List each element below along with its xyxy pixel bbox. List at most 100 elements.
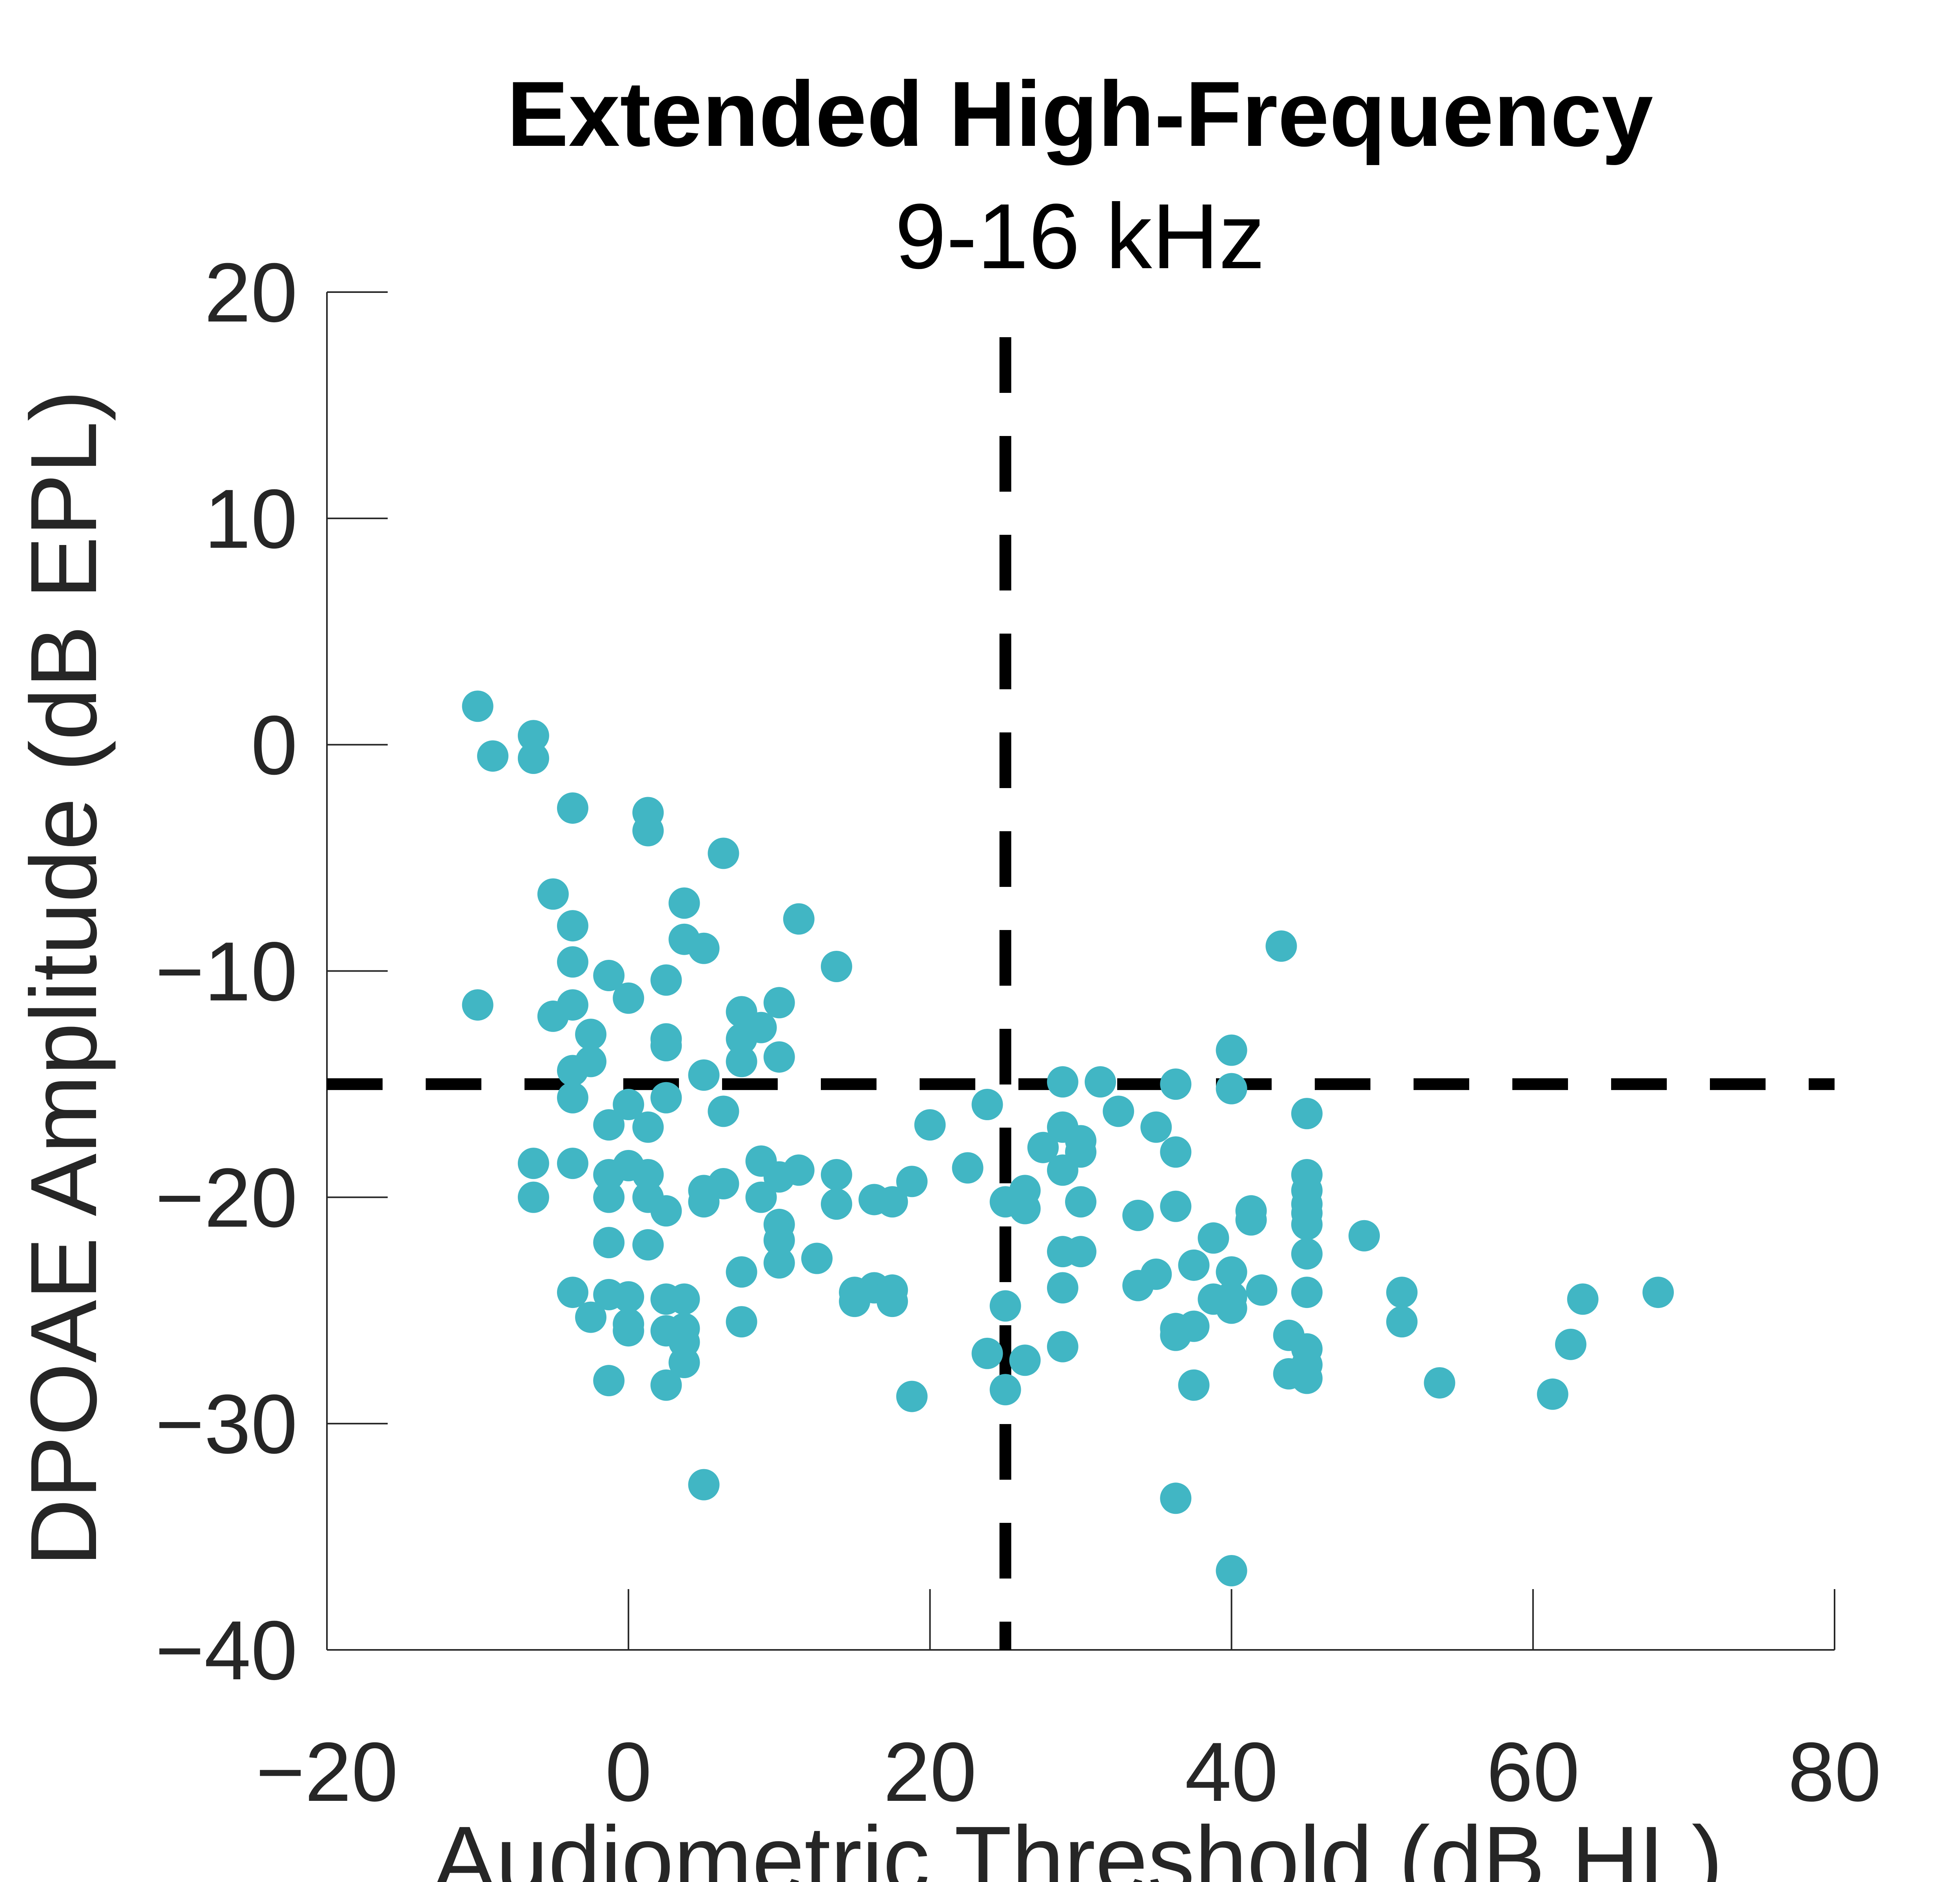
data-point [801, 1243, 833, 1274]
data-point [1178, 1249, 1210, 1281]
data-point [668, 887, 700, 919]
data-point [1084, 1066, 1116, 1098]
data-point [1065, 1236, 1096, 1268]
reference-lines [327, 337, 1835, 1650]
data-point [1065, 1186, 1096, 1218]
data-point [1047, 1331, 1078, 1362]
data-point [820, 1188, 852, 1220]
data-point [1009, 1193, 1041, 1224]
data-point [557, 910, 588, 942]
data-point [1122, 1199, 1154, 1231]
data-point [763, 987, 795, 1019]
data-point [557, 1055, 588, 1086]
x-tick-label: 0 [605, 1725, 652, 1819]
data-point [1198, 1222, 1229, 1254]
data-point [989, 1290, 1021, 1322]
data-point [688, 932, 720, 964]
data-point [1216, 1073, 1247, 1104]
y-tick-label: −20 [155, 1151, 298, 1245]
data-point [593, 960, 625, 992]
y-tick-label: 10 [204, 472, 298, 566]
data-point [557, 792, 588, 824]
data-point [763, 1247, 795, 1279]
data-points [462, 690, 1674, 1586]
data-point [989, 1374, 1021, 1406]
y-axis-label: DPOAE Amplitude (dB EPL) [11, 390, 116, 1566]
data-point [557, 1082, 588, 1114]
data-point [632, 1159, 664, 1190]
data-point [1160, 1136, 1192, 1168]
chart-title: Extended High-Frequency [507, 62, 1653, 166]
data-point [1348, 1220, 1380, 1252]
data-point [688, 1059, 720, 1091]
data-point [650, 1195, 682, 1227]
data-point [783, 903, 815, 935]
data-point [745, 1012, 777, 1043]
data-point [613, 1315, 644, 1347]
chart-subtitle: 9-16 kHz [895, 185, 1265, 288]
data-point [477, 740, 509, 772]
data-point [820, 1159, 852, 1190]
x-tick-label: 60 [1486, 1725, 1580, 1819]
data-point [1642, 1277, 1674, 1308]
data-point [1386, 1306, 1418, 1338]
data-point [1216, 1256, 1247, 1288]
data-point [1160, 1482, 1192, 1514]
data-point [593, 1227, 625, 1259]
data-point [763, 1041, 795, 1073]
y-tick-label: 20 [204, 246, 298, 340]
y-tick-label: 0 [251, 698, 298, 792]
data-point [971, 1089, 1003, 1121]
x-tick-label: 20 [883, 1725, 976, 1819]
data-point [557, 1148, 588, 1179]
x-axis-label: Audiometric Threshold (dB HL) [433, 1807, 1723, 1882]
data-point [575, 1301, 607, 1333]
data-point [668, 1346, 700, 1378]
data-point [1291, 1098, 1323, 1130]
data-point [1291, 1362, 1323, 1394]
data-point [557, 989, 588, 1021]
data-point [726, 1256, 757, 1288]
x-tick-label: −20 [256, 1725, 398, 1819]
data-point [593, 1109, 625, 1141]
data-point [726, 1306, 757, 1338]
data-point [1291, 1238, 1323, 1270]
data-point [1160, 1068, 1192, 1100]
data-point [1047, 1154, 1078, 1186]
data-point [517, 720, 549, 752]
data-point [1160, 1319, 1192, 1351]
data-point [650, 964, 682, 996]
data-point [877, 1286, 908, 1317]
data-point [1216, 1034, 1247, 1066]
data-point [877, 1186, 908, 1218]
data-point [593, 1181, 625, 1213]
data-point [593, 1365, 625, 1397]
data-point [613, 1089, 644, 1121]
data-point [1537, 1378, 1568, 1410]
data-point [708, 837, 739, 869]
data-point [783, 1154, 815, 1186]
data-point [820, 950, 852, 982]
data-point [632, 1111, 664, 1143]
data-point [632, 815, 664, 847]
data-point [1291, 1208, 1323, 1240]
data-point [1009, 1344, 1041, 1376]
data-point [462, 989, 494, 1021]
x-tick-label: 80 [1788, 1725, 1881, 1819]
data-point [1027, 1132, 1059, 1163]
data-point [726, 1046, 757, 1077]
data-point [708, 1168, 739, 1200]
data-point [557, 946, 588, 978]
data-point [688, 1469, 720, 1501]
data-point [650, 1082, 682, 1114]
data-point [613, 982, 644, 1014]
data-point [1160, 1190, 1192, 1222]
data-point [1424, 1367, 1455, 1399]
y-tick-label: −30 [155, 1377, 298, 1471]
data-point [1291, 1277, 1323, 1308]
data-point [537, 878, 569, 910]
data-point [650, 1369, 682, 1401]
data-point [1178, 1369, 1210, 1401]
data-point [971, 1337, 1003, 1369]
